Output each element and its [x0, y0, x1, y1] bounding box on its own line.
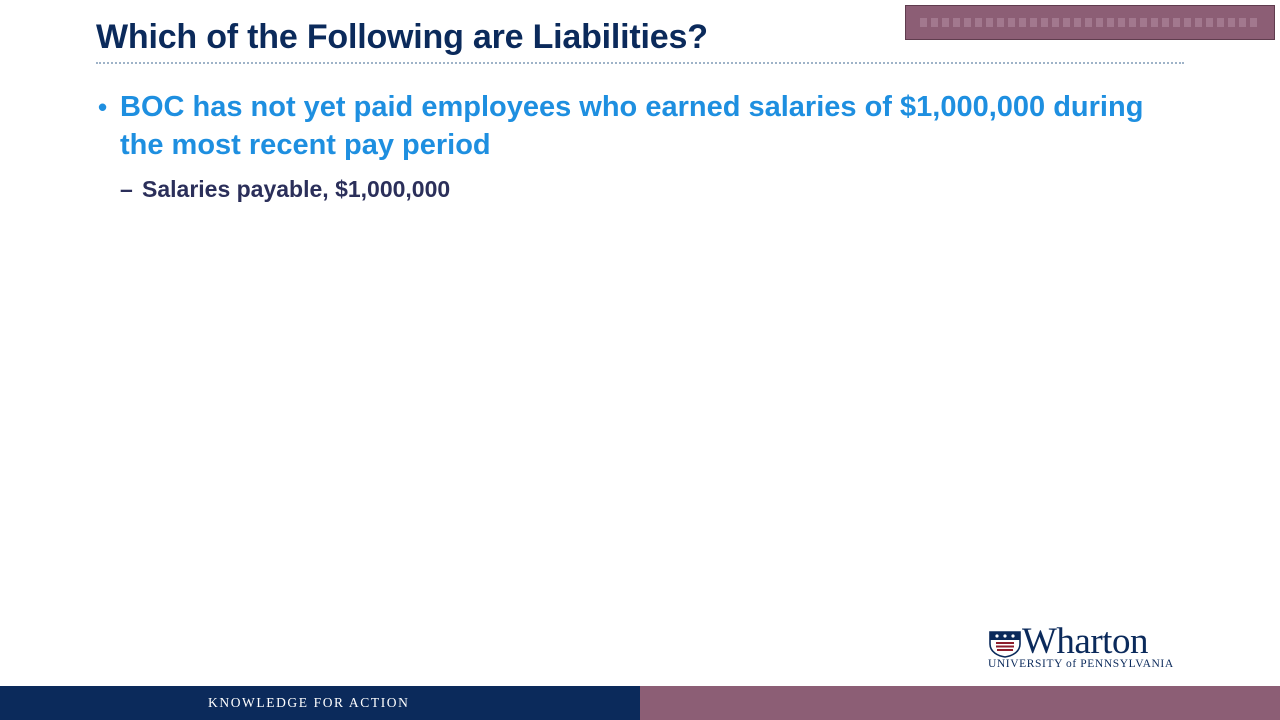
- header-bar-pattern: [920, 18, 1258, 27]
- logo-subline: UNIVERSITY of PENNSYLVANIA: [988, 658, 1174, 670]
- slide-title: Which of the Following are Liabilities?: [96, 18, 708, 56]
- title-divider: [96, 62, 1184, 64]
- footer-bar: KNOWLEDGE FOR ACTION: [0, 686, 1280, 720]
- penn-shield-icon: [989, 631, 1021, 658]
- bullet-dot-icon: •: [98, 92, 108, 122]
- wharton-logo: Wharton UNIVERSITY of PENNSYLVANIA: [988, 622, 1192, 672]
- bullet-text: BOC has not yet paid employees who earne…: [120, 91, 1144, 161]
- header-bar: [905, 5, 1275, 40]
- sub-bullet-item: – Salaries payable, $1,000,000: [120, 174, 450, 204]
- dash-icon: –: [120, 176, 133, 202]
- sub-bullet-text: Salaries payable, $1,000,000: [142, 176, 451, 202]
- footer-mauve-panel: [640, 686, 1280, 720]
- bullet-item: • BOC has not yet paid employees who ear…: [98, 88, 1178, 164]
- footer-navy-panel: KNOWLEDGE FOR ACTION: [0, 686, 640, 720]
- footer-tagline: KNOWLEDGE FOR ACTION: [208, 695, 410, 710]
- logo-wordmark: Wharton: [1022, 621, 1148, 662]
